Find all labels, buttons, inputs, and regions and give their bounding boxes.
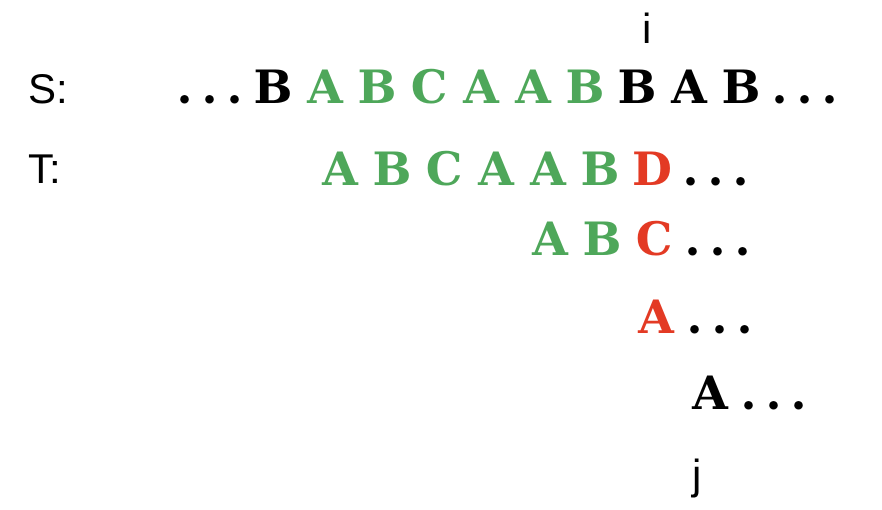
pattern-t-row-3: A... bbox=[630, 294, 757, 340]
char-a: A bbox=[307, 60, 343, 114]
char-a: A bbox=[671, 60, 707, 114]
char-a: A bbox=[463, 60, 499, 114]
label-t: T: bbox=[28, 145, 61, 192]
ellipsis-dot: . bbox=[771, 60, 788, 114]
label-s: S: bbox=[28, 65, 68, 112]
ellipsis-dot: . bbox=[707, 142, 724, 196]
ellipsis-dot: . bbox=[686, 290, 703, 344]
ellipsis-dot: . bbox=[176, 60, 193, 114]
char-a: A bbox=[322, 142, 358, 196]
char-b: B bbox=[357, 60, 397, 114]
ellipsis-dot: . bbox=[790, 366, 807, 420]
char-c: C bbox=[635, 212, 673, 266]
char-a: A bbox=[638, 290, 674, 344]
char-a: A bbox=[692, 366, 728, 420]
ellipsis-dot: . bbox=[821, 60, 838, 114]
char-b: B bbox=[721, 60, 761, 114]
index-i-marker: i bbox=[642, 5, 652, 52]
ellipsis-dot: . bbox=[711, 290, 728, 344]
char-b: B bbox=[253, 60, 293, 114]
char-b: B bbox=[617, 60, 657, 114]
char-b: B bbox=[372, 142, 412, 196]
ellipsis-dot: . bbox=[734, 212, 751, 266]
ellipsis-dot: . bbox=[682, 142, 699, 196]
ellipsis-dot: . bbox=[709, 212, 726, 266]
ellipsis-dot: . bbox=[201, 60, 218, 114]
char-a: A bbox=[515, 60, 551, 114]
char-a: A bbox=[530, 142, 566, 196]
pattern-t-row-4: A... bbox=[684, 370, 811, 416]
char-d: D bbox=[632, 142, 672, 196]
ellipsis-dot: . bbox=[732, 142, 749, 196]
ellipsis-dot: . bbox=[226, 60, 243, 114]
char-a: A bbox=[532, 212, 568, 266]
char-b: B bbox=[580, 142, 620, 196]
char-b: B bbox=[582, 212, 622, 266]
char-b: B bbox=[565, 60, 605, 114]
ellipsis-dot: . bbox=[736, 290, 753, 344]
index-j-marker: j bbox=[692, 451, 702, 498]
char-c: C bbox=[410, 60, 448, 114]
ellipsis-dot: . bbox=[796, 60, 813, 114]
ellipsis-dot: . bbox=[684, 212, 701, 266]
ellipsis-dot: . bbox=[765, 366, 782, 420]
char-c: C bbox=[425, 142, 463, 196]
char-a: A bbox=[478, 142, 514, 196]
ellipsis-dot: . bbox=[740, 366, 757, 420]
